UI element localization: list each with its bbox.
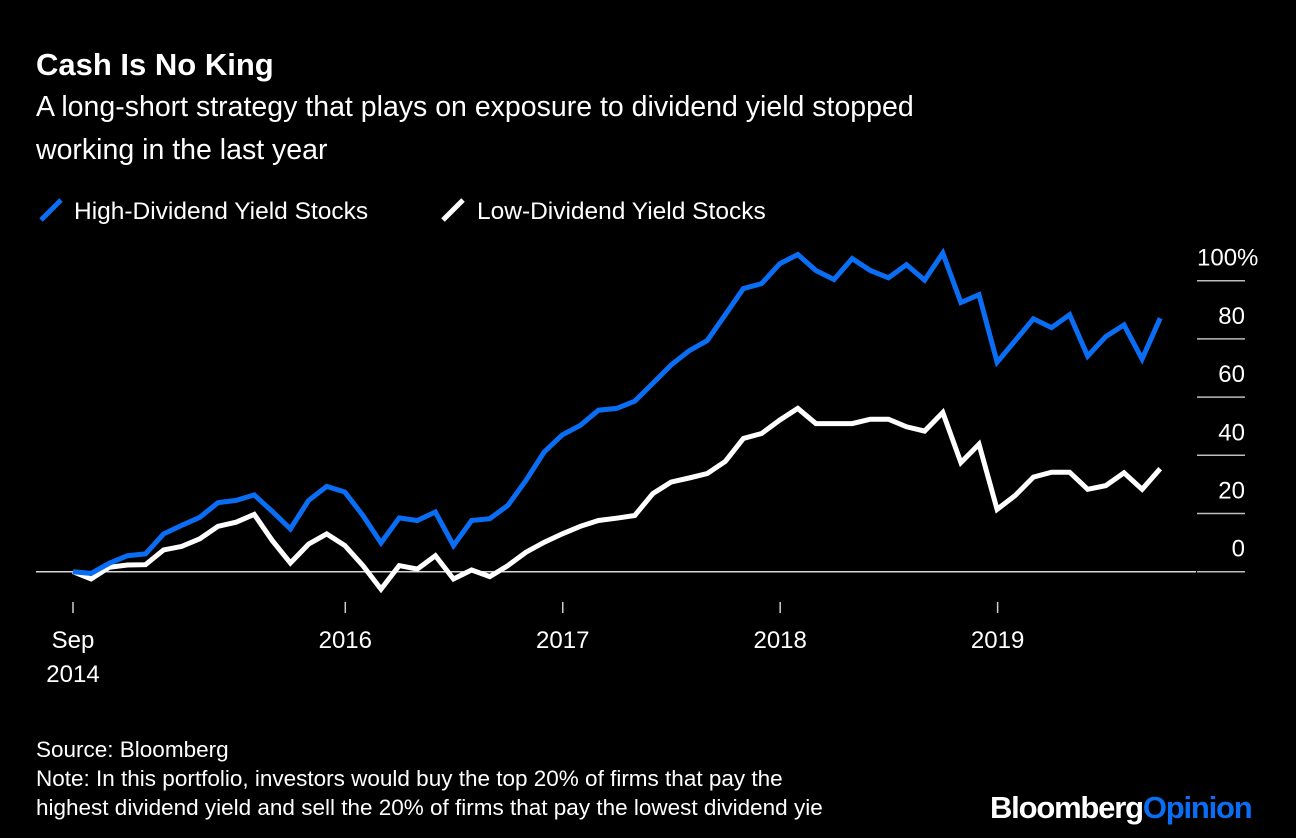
x-tick-label: 2019 (971, 627, 1024, 654)
x-tick-label: Sep (52, 627, 95, 654)
legend-label-high-dividend: High-Dividend Yield Stocks (74, 198, 368, 225)
x-tick-label: 2017 (536, 627, 589, 654)
x-tick-label: 2014 (46, 661, 99, 688)
legend-swatch-high-dividend (39, 198, 63, 222)
y-axis: 0 20 40 60 80 100% (36, 245, 1258, 573)
x-axis: Sep 2014 2016 2017 2018 2019 (46, 602, 1024, 688)
y-tick-label: 60 (1218, 361, 1245, 388)
footnote-line-1: Note: In this portfolio, investors would… (36, 766, 783, 791)
legend-label-low-dividend: Low-Dividend Yield Stocks (477, 198, 766, 225)
footer: Source: Bloomberg Note: In this portfoli… (36, 737, 823, 820)
footnote-line-2: highest dividend yield and sell the 20% … (36, 795, 823, 820)
series-line-low-dividend (72, 405, 1163, 594)
bloomberg-opinion-logo: BloombergOpinion (990, 788, 1280, 825)
chart-title: Cash Is No King (36, 47, 274, 82)
y-tick-label: 80 (1218, 303, 1245, 330)
logo-bloomberg: Bloomberg (990, 790, 1143, 825)
chart-subtitle-line-1: A long-short strategy that plays on expo… (36, 91, 914, 123)
svg-text:BloombergOpinion: BloombergOpinion (990, 790, 1252, 825)
legend: High-Dividend Yield Stocks Low-Dividend … (39, 198, 766, 225)
logo-opinion: Opinion (1143, 790, 1252, 825)
plot-area (72, 247, 1163, 594)
x-tick-label: 2016 (319, 627, 372, 654)
y-tick-label: 40 (1218, 419, 1245, 446)
legend-swatch-low-dividend (441, 198, 465, 222)
x-tick-label: 2018 (753, 627, 806, 654)
chart-subtitle-line-2: working in the last year (35, 134, 328, 166)
y-tick-label: 0 (1232, 536, 1245, 563)
y-tick-label: 100% (1197, 245, 1258, 272)
series-line-high-dividend (72, 247, 1163, 576)
y-tick-label: 20 (1218, 478, 1245, 505)
source-note: Source: Bloomberg (36, 737, 229, 762)
